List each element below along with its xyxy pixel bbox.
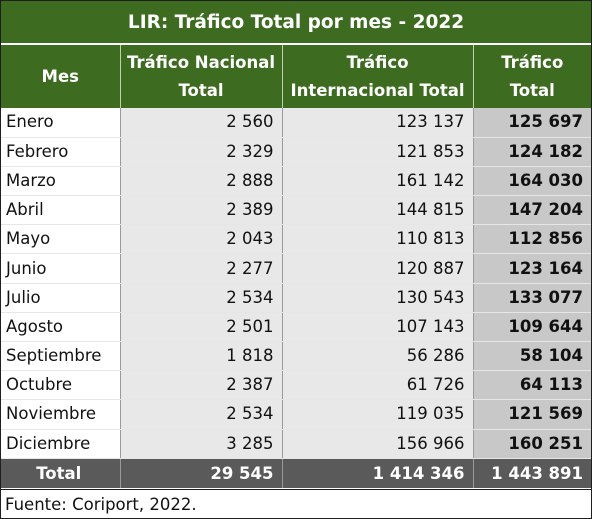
- cell-internacional: 56 286: [282, 341, 474, 372]
- header-mes: Mes: [1, 45, 121, 108]
- totals-label: Total: [1, 458, 121, 489]
- cell-total: 125 697: [473, 108, 591, 138]
- header-internacional: Tráfico Internacional Total: [282, 45, 474, 108]
- cell-total: 147 204: [473, 195, 591, 226]
- table-row: Mayo 2 043 110 813 112 856: [1, 224, 591, 255]
- cell-nacional: 2 043: [120, 224, 283, 255]
- table-row: Enero 2 560 123 137 125 697: [1, 108, 591, 138]
- cell-mes: Agosto: [1, 312, 121, 343]
- cell-total: 133 077: [473, 283, 591, 313]
- table-title: LIR: Tráfico Total por mes - 2022: [1, 1, 591, 45]
- cell-total: 124 182: [473, 137, 591, 167]
- cell-total: 121 569: [473, 399, 591, 430]
- table-row: Marzo 2 888 161 142 164 030: [1, 166, 591, 197]
- cell-nacional: 2 534: [120, 399, 283, 430]
- cell-mes: Noviembre: [1, 399, 121, 430]
- cell-total: 160 251: [473, 429, 591, 459]
- header-total: Tráfico Total: [473, 45, 591, 108]
- cell-internacional: 107 143: [282, 312, 474, 343]
- cell-internacional: 161 142: [282, 166, 474, 197]
- totals-total: 1 443 891: [473, 458, 591, 489]
- cell-mes: Julio: [1, 283, 121, 313]
- cell-mes: Mayo: [1, 224, 121, 255]
- cell-nacional: 2 387: [120, 370, 283, 401]
- cell-total: 109 644: [473, 312, 591, 343]
- table-row: Septiembre 1 818 56 286 58 104: [1, 341, 591, 372]
- cell-internacional: 123 137: [282, 108, 474, 138]
- cell-internacional: 144 815: [282, 195, 474, 226]
- cell-total: 164 030: [473, 166, 591, 197]
- cell-nacional: 2 277: [120, 253, 283, 284]
- table-row: Agosto 2 501 107 143 109 644: [1, 312, 591, 343]
- header-nacional: Tráfico Nacional Total: [120, 45, 283, 108]
- cell-total: 112 856: [473, 224, 591, 255]
- cell-internacional: 156 966: [282, 429, 474, 459]
- table-row: Febrero 2 329 121 853 124 182: [1, 137, 591, 167]
- cell-total: 123 164: [473, 253, 591, 284]
- cell-internacional: 119 035: [282, 399, 474, 430]
- table-row: Junio 2 277 120 887 123 164: [1, 253, 591, 284]
- cell-nacional: 2 329: [120, 137, 283, 167]
- cell-mes: Marzo: [1, 166, 121, 197]
- table-row: Julio 2 534 130 543 133 077: [1, 283, 591, 313]
- totals-row: Total 29 545 1 414 346 1 443 891: [1, 458, 591, 489]
- cell-nacional: 1 818: [120, 341, 283, 372]
- cell-internacional: 110 813: [282, 224, 474, 255]
- cell-nacional: 3 285: [120, 429, 283, 459]
- cell-nacional: 2 888: [120, 166, 283, 197]
- cell-internacional: 121 853: [282, 137, 474, 167]
- cell-mes: Junio: [1, 253, 121, 284]
- cell-internacional: 61 726: [282, 370, 474, 401]
- cell-nacional: 2 389: [120, 195, 283, 226]
- table-row: Octubre 2 387 61 726 64 113: [1, 370, 591, 401]
- cell-mes: Abril: [1, 195, 121, 226]
- cell-internacional: 130 543: [282, 283, 474, 313]
- cell-nacional: 2 534: [120, 283, 283, 313]
- cell-mes: Enero: [1, 108, 121, 138]
- cell-mes: Octubre: [1, 370, 121, 401]
- cell-mes: Septiembre: [1, 341, 121, 372]
- cell-total: 64 113: [473, 370, 591, 401]
- table-row: Noviembre 2 534 119 035 121 569: [1, 399, 591, 430]
- totals-nacional: 29 545: [120, 458, 283, 489]
- cell-internacional: 120 887: [282, 253, 474, 284]
- cell-nacional: 2 560: [120, 108, 283, 138]
- cell-mes: Diciembre: [1, 429, 121, 459]
- source-note: Fuente: Coriport, 2022.: [1, 489, 591, 518]
- table-row: Abril 2 389 144 815 147 204: [1, 195, 591, 226]
- cell-total: 58 104: [473, 341, 591, 372]
- cell-nacional: 2 501: [120, 312, 283, 343]
- cell-mes: Febrero: [1, 137, 121, 167]
- totals-internacional: 1 414 346: [282, 458, 474, 489]
- traffic-table: Mes Tráfico Nacional Total Tráfico Inter…: [1, 45, 591, 489]
- table-row: Diciembre 3 285 156 966 160 251: [1, 429, 591, 459]
- header-row: Mes Tráfico Nacional Total Tráfico Inter…: [1, 45, 591, 108]
